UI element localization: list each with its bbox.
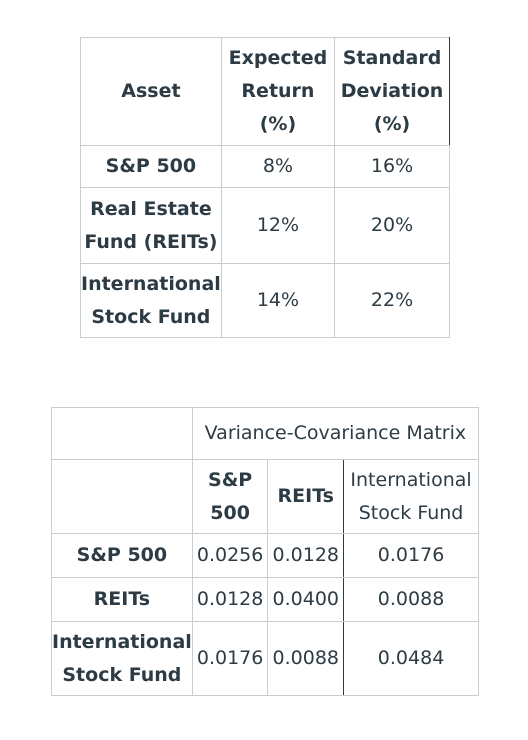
column-header-sp500-line-2: 500	[210, 501, 250, 524]
matrix-cell: 0.0484	[343, 621, 479, 696]
expected-return-cell: 8%	[220, 145, 336, 188]
expected-return-cell: 12%	[220, 187, 336, 264]
matrix-cell: 0.0088	[343, 577, 479, 622]
table-title-row: Variance-Covariance Matrix	[51, 407, 480, 460]
table-row: International Stock Fund 14% 22%	[80, 263, 450, 338]
matrix-title: Variance-Covariance Matrix	[191, 407, 480, 460]
table-row: S&P 500 0.0256 0.0128 0.0176	[51, 533, 479, 578]
row-label: S&P 500	[51, 533, 193, 578]
column-header-reits-text: REITs	[277, 485, 334, 507]
header-asset: Asset	[80, 37, 222, 146]
matrix-cell: 0.0400	[267, 577, 345, 622]
asset-cell: International Stock Fund	[80, 263, 222, 338]
table-row: International Stock Fund 0.0176 0.0088 0…	[51, 621, 479, 696]
matrix-cell: 0.0176	[343, 533, 479, 578]
asset-cell-text-line-1: International	[81, 272, 221, 295]
asset-cell: S&P 500	[80, 145, 222, 188]
asset-statistics-table: Asset Expected Return (%) Standard Devia…	[80, 37, 450, 338]
std-dev-cell: 20%	[334, 187, 450, 264]
header-expected-return-line-2: Return (%)	[241, 80, 315, 135]
row-label-text: REITs	[93, 588, 151, 610]
asset-cell-text-line-2: Fund (REITs)	[84, 230, 218, 253]
empty-corner-cell	[51, 407, 193, 460]
column-header-sp500: S&P 500	[191, 459, 269, 534]
empty-corner-cell	[51, 459, 193, 534]
header-std-dev: Standard Deviation (%)	[334, 37, 450, 146]
matrix-cell: 0.0256	[191, 533, 269, 578]
asset-cell-text: S&P 500	[105, 155, 197, 177]
column-header-international: International Stock Fund	[343, 459, 479, 534]
header-expected-return: Expected Return (%)	[220, 37, 336, 146]
column-header-international-line-1: International	[350, 468, 472, 491]
row-label: REITs	[51, 577, 193, 622]
header-std-dev-line-2: Deviation	[340, 80, 444, 102]
row-label-text-line-1: International	[52, 630, 192, 653]
matrix-cell: 0.0128	[191, 577, 269, 622]
table-header-row: Asset Expected Return (%) Standard Devia…	[80, 37, 450, 146]
header-expected-return-line-1: Expected	[228, 47, 328, 69]
std-dev-cell: 16%	[334, 145, 450, 188]
header-std-dev-line-1: Standard	[342, 47, 442, 69]
matrix-cell: 0.0176	[191, 621, 269, 696]
row-label: International Stock Fund	[51, 621, 193, 696]
table-row: S&P 500 8% 16%	[80, 145, 450, 188]
std-dev-cell: 22%	[334, 263, 450, 338]
row-label-text: S&P 500	[76, 544, 168, 566]
asset-cell-text-line-2: Stock Fund	[91, 305, 211, 328]
asset-cell: Real Estate Fund (REITs)	[80, 187, 222, 264]
asset-cell-text-line-1: Real Estate	[90, 197, 212, 220]
table-header-row: S&P 500 REITs International Stock Fund	[51, 459, 479, 534]
table-row: REITs 0.0128 0.0400 0.0088	[51, 577, 479, 622]
matrix-cell: 0.0128	[267, 533, 345, 578]
matrix-cell: 0.0088	[267, 621, 345, 696]
expected-return-cell: 14%	[220, 263, 336, 338]
header-std-dev-line-3: (%)	[373, 113, 411, 135]
header-asset-text: Asset	[121, 80, 181, 102]
column-header-reits: REITs	[267, 459, 345, 534]
column-header-sp500-line-1: S&P	[208, 468, 253, 491]
variance-covariance-table: Variance-Covariance Matrix S&P 500 REITs…	[51, 407, 480, 696]
table-row: Real Estate Fund (REITs) 12% 20%	[80, 187, 450, 264]
row-label-text-line-2: Stock Fund	[62, 663, 182, 686]
column-header-international-line-2: Stock Fund	[358, 501, 464, 524]
